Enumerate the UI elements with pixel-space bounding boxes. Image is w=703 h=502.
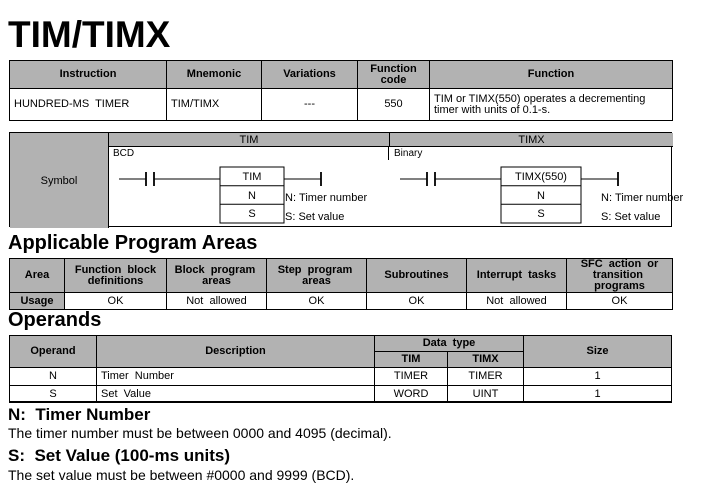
- svg-text:S: S: [537, 208, 544, 220]
- svg-text:TIM: TIM: [243, 171, 262, 183]
- svg-text:TIMX(550): TIMX(550): [515, 171, 567, 183]
- svg-text:S: S: [248, 208, 255, 220]
- svg-text:N: N: [248, 190, 256, 202]
- svg-text:N: N: [537, 190, 545, 202]
